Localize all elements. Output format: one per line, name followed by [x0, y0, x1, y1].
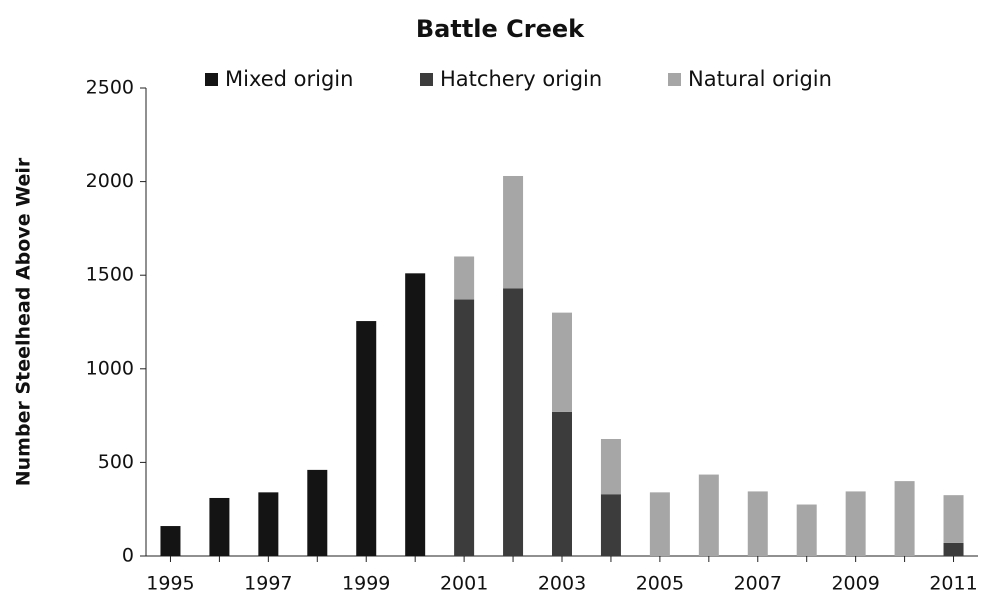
- x-tick-label: 2007: [734, 573, 782, 595]
- bar-segment: [307, 469, 328, 556]
- y-tick-label: 2000: [86, 170, 134, 192]
- legend-swatch: [420, 73, 433, 86]
- legend-label: Mixed origin: [225, 67, 353, 91]
- bar-segment: [552, 312, 572, 412]
- y-tick-label: 0: [122, 545, 134, 567]
- bar-segment: [649, 492, 670, 556]
- bar-segment: [943, 542, 964, 556]
- bar-segment: [894, 481, 915, 556]
- bar-segment: [160, 526, 181, 556]
- bar-segment: [503, 288, 524, 556]
- x-tick-label: 2003: [538, 573, 586, 595]
- bar-segment: [698, 474, 719, 556]
- bar-segment: [552, 411, 572, 556]
- x-tick-label: 2009: [831, 573, 879, 595]
- x-tick-label: 2001: [440, 573, 488, 595]
- y-tick-label: 2500: [86, 77, 134, 99]
- chart-title: Battle Creek: [416, 15, 585, 43]
- bar-segment: [747, 491, 768, 556]
- legend-label: Natural origin: [688, 67, 832, 91]
- x-tick-label: 2005: [636, 573, 684, 595]
- legend-label: Hatchery origin: [440, 67, 602, 91]
- x-tick-label: 1997: [244, 573, 292, 595]
- bar-segment: [796, 504, 817, 556]
- bar-segment: [258, 492, 279, 556]
- y-axis-label: Number Steelhead Above Weir: [13, 157, 35, 486]
- y-tick-label: 500: [98, 451, 134, 473]
- bar-segment: [600, 494, 621, 556]
- x-tick-label: 2011: [929, 573, 977, 595]
- bar-segment: [454, 256, 475, 300]
- legend-swatch: [668, 73, 681, 86]
- x-tick-label: 1999: [342, 573, 390, 595]
- bar-segment: [503, 175, 524, 289]
- bar-segment: [845, 491, 866, 556]
- bar-segment: [209, 497, 230, 556]
- bar-segment: [405, 273, 426, 556]
- bar-segment: [356, 321, 377, 556]
- bar-segment: [600, 439, 621, 495]
- x-tick-label: 1995: [146, 573, 194, 595]
- legend-swatch: [205, 73, 218, 86]
- bar-segment: [943, 495, 964, 543]
- y-tick-label: 1000: [86, 357, 134, 379]
- bar-segment: [454, 299, 475, 556]
- y-tick-label: 1500: [86, 264, 134, 286]
